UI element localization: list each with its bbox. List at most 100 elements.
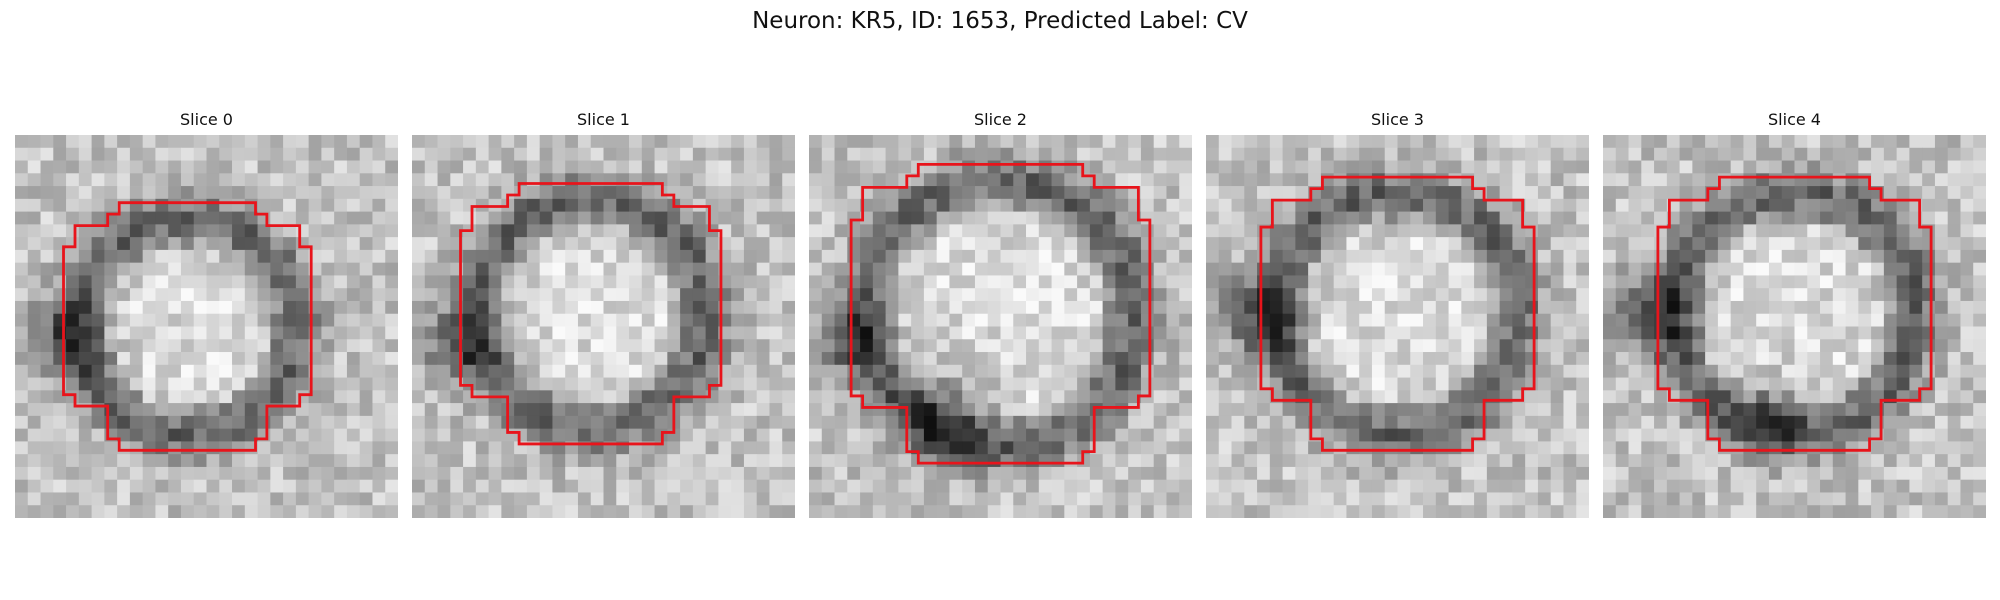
image-pixel <box>1909 505 1923 518</box>
image-pixel <box>809 492 823 506</box>
image-pixel <box>911 313 925 327</box>
image-pixel <box>590 288 604 302</box>
image-pixel <box>1435 186 1449 200</box>
image-pixel <box>1705 492 1719 506</box>
image-pixel <box>180 288 195 302</box>
image-pixel <box>962 377 976 391</box>
image-pixel <box>1615 160 1629 174</box>
image-pixel <box>629 466 643 481</box>
image-pixel <box>1922 403 1936 417</box>
image-pixel <box>809 288 823 302</box>
image-pixel <box>437 288 451 302</box>
image-pixel <box>1269 415 1283 430</box>
image-pixel <box>1537 275 1552 289</box>
image-pixel <box>1628 326 1642 340</box>
image-pixel <box>1973 237 1986 251</box>
image-pixel <box>450 479 464 493</box>
image-pixel <box>450 211 464 225</box>
image-pixel <box>129 390 144 404</box>
image-pixel <box>295 326 310 340</box>
image-pixel <box>155 147 169 161</box>
image-pixel <box>308 428 322 442</box>
image-pixel <box>117 415 131 430</box>
image-pixel <box>974 326 989 340</box>
image-pixel <box>1781 428 1795 442</box>
image-pixel <box>1871 211 1885 225</box>
image-pixel <box>1654 352 1668 366</box>
image-pixel <box>1641 198 1655 212</box>
image-pixel <box>155 352 169 366</box>
image-pixel <box>1218 147 1232 161</box>
image-pixel <box>1730 352 1744 366</box>
image-pixel <box>219 428 233 442</box>
image-pixel <box>244 249 258 264</box>
image-pixel <box>1077 147 1091 161</box>
image-pixel <box>193 198 207 212</box>
image-pixel <box>1320 466 1335 481</box>
image-pixel <box>1064 428 1078 442</box>
image-pixel <box>501 249 515 264</box>
image-pixel <box>346 147 361 161</box>
image-pixel <box>346 224 361 238</box>
image-pixel <box>219 147 233 161</box>
image-pixel <box>1922 415 1936 430</box>
image-pixel <box>372 198 386 212</box>
image-pixel <box>552 339 566 353</box>
image-pixel <box>412 352 426 366</box>
image-pixel <box>974 237 989 251</box>
image-pixel <box>437 479 451 493</box>
image-pixel <box>1603 364 1617 378</box>
image-pixel <box>1282 173 1296 187</box>
image-pixel <box>1461 160 1475 174</box>
image-pixel <box>27 313 41 327</box>
image-pixel <box>1615 173 1629 187</box>
image-pixel <box>295 466 310 481</box>
image-pixel <box>1218 428 1232 442</box>
image-pixel <box>15 505 29 518</box>
image-pixel <box>936 364 950 378</box>
image-pixel <box>346 262 361 276</box>
image-pixel <box>1461 390 1475 404</box>
image-pixel <box>821 186 835 200</box>
image-pixel <box>219 415 233 430</box>
image-pixel <box>117 479 131 493</box>
image-pixel <box>1140 403 1155 417</box>
image-pixel <box>1807 454 1821 468</box>
image-pixel <box>885 441 899 455</box>
image-pixel <box>1896 428 1910 442</box>
image-pixel <box>1563 262 1577 276</box>
image-pixel <box>78 237 92 251</box>
image-pixel <box>1717 505 1732 518</box>
image-pixel <box>1973 147 1986 161</box>
image-pixel <box>372 352 386 366</box>
image-pixel <box>1973 288 1986 302</box>
image-pixel <box>1102 173 1116 187</box>
image-pixel <box>539 479 553 493</box>
image-pixel <box>1641 364 1655 378</box>
image-pixel <box>1346 505 1360 518</box>
image-pixel <box>949 262 963 276</box>
image-pixel <box>1563 186 1577 200</box>
image-pixel <box>1153 492 1167 506</box>
image-pixel <box>1641 275 1655 289</box>
image-pixel <box>27 275 41 289</box>
image-pixel <box>475 339 489 353</box>
image-pixel <box>1077 352 1091 366</box>
image-pixel <box>1461 147 1475 161</box>
image-pixel <box>193 288 207 302</box>
image-pixel <box>898 135 912 149</box>
image-pixel <box>1525 479 1539 493</box>
image-pixel <box>1947 390 1961 404</box>
image-pixel <box>424 262 438 276</box>
image-pixel <box>1922 262 1936 276</box>
image-pixel <box>1794 237 1808 251</box>
image-pixel <box>782 237 795 251</box>
image-pixel <box>1153 505 1167 518</box>
image-pixel <box>104 135 118 149</box>
image-pixel <box>1603 147 1617 161</box>
image-pixel <box>1026 505 1040 518</box>
image-pixel <box>1359 326 1373 340</box>
image-pixel <box>437 377 451 391</box>
image-pixel <box>385 454 398 468</box>
image-pixel <box>743 441 758 455</box>
